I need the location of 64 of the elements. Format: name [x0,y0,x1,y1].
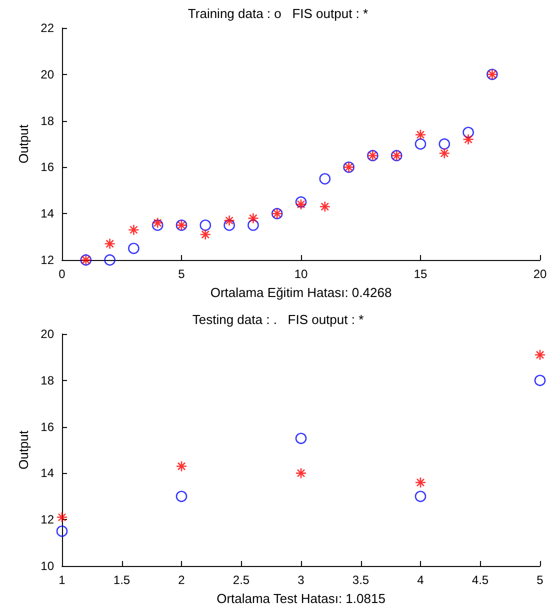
y-tick-label: 10 [40,559,54,573]
y-tick-label: 16 [40,160,54,174]
point [319,173,331,184]
x-tick-label: 10 [294,267,308,281]
x-tick-label: 0 [58,267,66,281]
y-tick-label: 16 [40,420,54,434]
y-tick-label: 22 [40,21,54,35]
y-tick-label: 14 [40,466,54,480]
x-tick-label: 4 [417,573,424,587]
point [534,374,546,386]
point [224,214,235,226]
point [462,126,474,138]
point [295,432,307,444]
x-tick-label: 2.5 [232,573,250,587]
y-tick-label: 12 [40,253,54,267]
point [176,490,188,502]
y-tick-label: 18 [40,373,54,388]
point [248,220,259,231]
point [414,138,426,150]
x-axis-title: Ortalama Eğitim Hatası: 0.4268 [210,285,392,300]
y-tick-label: 12 [40,512,54,527]
point [534,349,546,361]
chart-title: Testing data : . FIS output : * [192,312,364,327]
x-axis-title: Ortalama Test Hatası: 1.0815 [216,591,386,606]
point [462,134,474,146]
point [248,212,259,224]
y-tick-label: 20 [40,67,54,82]
y-axis-title: Output [16,124,31,164]
x-tick-label: 5 [536,573,544,587]
x-tick-label: 3.5 [352,573,370,587]
point [295,196,307,208]
x-tick-label: 2 [178,573,186,587]
point [104,238,116,250]
point [319,200,331,212]
point [295,468,307,479]
point [414,476,426,488]
point [56,512,68,523]
x-tick-label: 20 [533,267,547,281]
y-tick-label: 20 [40,327,54,341]
y-tick-label: 14 [40,206,54,221]
point [104,254,116,266]
point [152,217,164,229]
point [414,129,426,140]
x-tick-label: 5 [178,267,186,281]
point [224,220,235,231]
point [438,138,450,150]
point [176,460,188,472]
chart-title: Training data : o FIS output : * [188,6,368,21]
y-tick-label: 18 [40,114,54,128]
point [200,228,212,240]
point [56,526,68,537]
x-tick-label: 4.5 [472,573,489,587]
point [152,220,164,231]
point [438,148,450,159]
x-tick-label: 15 [414,267,428,281]
y-axis-title: Output [16,430,31,470]
x-tick-label: 1 [58,573,66,587]
point [200,220,212,231]
point [414,490,426,502]
x-tick-label: 3 [298,573,305,587]
point [295,198,307,210]
point [128,224,140,236]
x-tick-label: 1.5 [113,573,130,587]
point [128,242,140,254]
